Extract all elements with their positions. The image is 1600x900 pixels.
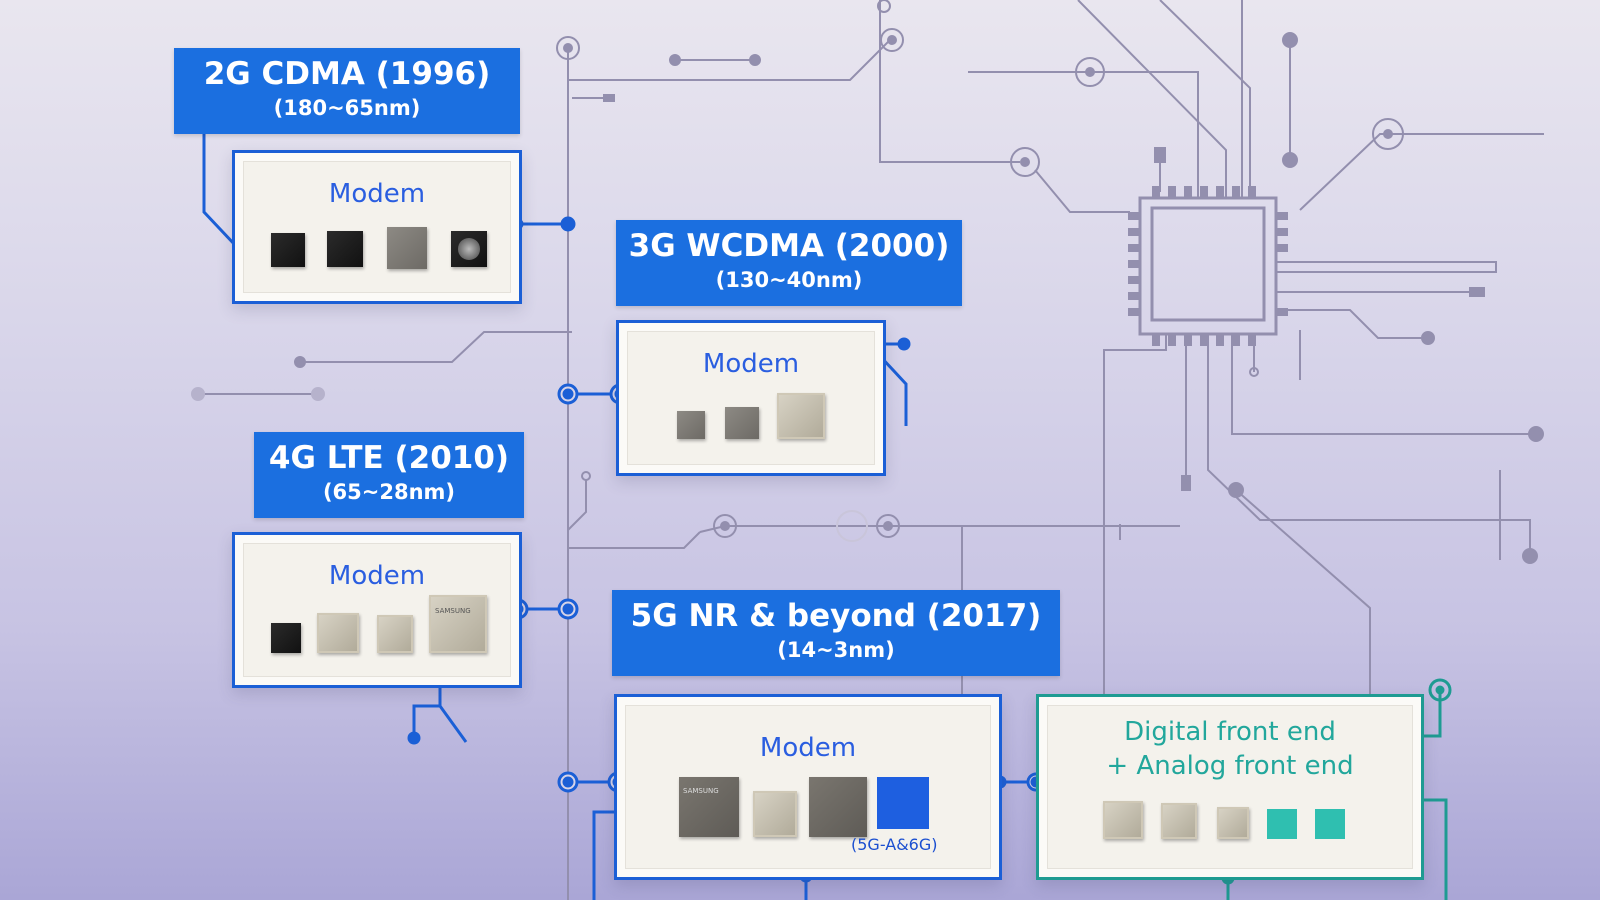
gen-3g-modem-label: Modem [702, 349, 800, 379]
gen-3g-node: (130~40nm) [715, 268, 863, 292]
gen-4g-node: (65~28nm) [322, 480, 456, 504]
frontend-line1: Digital front end [1124, 717, 1336, 747]
gen-3g-modem-box: Modem [616, 320, 886, 476]
chip-5g-1: SAMSUNG [679, 777, 739, 837]
frontend-line2: + Analog front end [1106, 751, 1354, 781]
chip-5g-3 [809, 777, 867, 837]
gen-3g-header: 3G WCDMA (2000) (130~40nm) [616, 220, 962, 306]
gen-2g-modem-panel: Modem [243, 161, 511, 293]
chip-2g-1 [271, 233, 305, 267]
gen-5g-modem-label: Modem [759, 733, 857, 763]
chip-2g-2 [327, 231, 363, 267]
gen-3g-modem-panel: Modem [627, 331, 875, 465]
gen-2g-modem-label: Modem [328, 179, 426, 209]
chip-fe-3 [1217, 807, 1249, 839]
chip-fe-1 [1103, 801, 1143, 839]
chip-4g-4: SAMSUNG [429, 595, 487, 653]
gen-4g-modem-box: Modem SAMSUNG [232, 532, 522, 688]
chip-3g-2 [725, 407, 759, 439]
chip-fe-2 [1161, 803, 1197, 839]
chip-5g-2 [753, 791, 797, 837]
chip-5g-1-marking: SAMSUNG [683, 787, 719, 795]
chip-fe-5 [1315, 809, 1345, 839]
gen-5g-header: 5G NR & beyond (2017) (14~3nm) [612, 590, 1060, 676]
chip-5g-future [877, 777, 929, 829]
gen-2g-header: 2G CDMA (1996) (180~65nm) [174, 48, 520, 134]
chip-2g-3 [387, 227, 427, 269]
chip-2g-4 [451, 231, 487, 267]
gen-4g-modem-label: Modem [328, 561, 426, 591]
chip-4g-4-marking: SAMSUNG [435, 607, 471, 615]
gen-2g-node: (180~65nm) [273, 96, 421, 120]
gen-5g-modem-panel: Modem SAMSUNG (5G-A&6G) [625, 705, 991, 869]
gen-4g-header: 4G LTE (2010) (65~28nm) [254, 432, 524, 518]
gen-2g-title: 2G CDMA (1996) [203, 56, 491, 92]
frontend-box: Digital front end + Analog front end [1036, 694, 1424, 880]
gen-2g-modem-box: Modem [232, 150, 522, 304]
chip-4g-1 [271, 623, 301, 653]
gen-3g-title: 3G WCDMA (2000) [628, 228, 950, 264]
chip-4g-3 [377, 615, 413, 653]
chip-fe-4 [1267, 809, 1297, 839]
gen-4g-title: 4G LTE (2010) [268, 440, 510, 476]
gen-5g-node: (14~3nm) [777, 638, 895, 662]
gen-4g-modem-panel: Modem SAMSUNG [243, 543, 511, 677]
chip-3g-1 [677, 411, 705, 439]
gen-5g-modem-box: Modem SAMSUNG (5G-A&6G) [614, 694, 1002, 880]
chip-4g-2 [317, 613, 359, 653]
chip-5g-future-caption: (5G-A&6G) [851, 835, 938, 854]
chip-3g-3 [777, 393, 825, 439]
frontend-panel: Digital front end + Analog front end [1047, 705, 1413, 869]
gen-5g-title: 5G NR & beyond (2017) [630, 598, 1042, 634]
